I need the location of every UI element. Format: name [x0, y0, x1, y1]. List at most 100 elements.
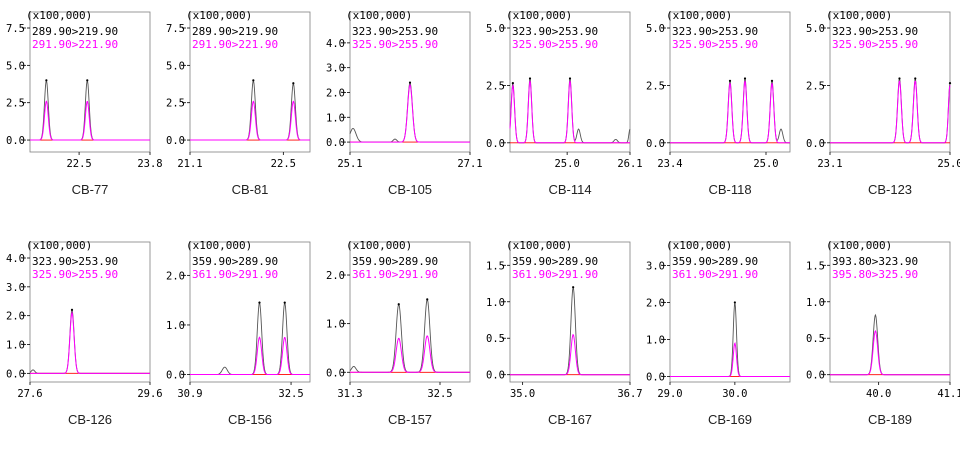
- chart-panel-cb-123: (x100,000) 323.90>253.90 325.90>255.90 0.0 2…: [800, 0, 960, 224]
- y-tick-label: 1.0: [326, 112, 345, 124]
- y-scale-label: (x100,000): [186, 9, 252, 22]
- x-tick-label: 32.5: [278, 388, 303, 400]
- compound-label: CB-157: [387, 412, 433, 427]
- x-tick-label: 27.6: [17, 388, 42, 400]
- peak-apex: [252, 79, 255, 82]
- plot-frame: [509, 241, 631, 383]
- x-tick-label: 26.1: [617, 158, 642, 170]
- x-tick-label: 32.5: [427, 388, 452, 400]
- chart-panel-cb-167: (x100,000) 359.90>289.90 361.90>291.90 0.0 0…: [480, 230, 643, 454]
- series-trace: [349, 81, 470, 143]
- series-trace: [670, 78, 790, 144]
- series-trace: [349, 299, 470, 373]
- chart-panel-cb-156: (x100,000) 359.90>289.90 361.90>291.90 0.0 1…: [160, 230, 320, 454]
- y-tick-label: 0.0: [166, 370, 185, 382]
- y-tick-label: 3.0: [6, 282, 25, 294]
- plot-frame: [829, 11, 951, 153]
- compound-label: CB-156: [227, 412, 273, 427]
- x-tick-label: 23.8: [137, 158, 162, 170]
- series-trace: [830, 80, 951, 144]
- legend-entry: 323.90>253.90: [832, 25, 918, 38]
- legend-entry: 361.90>291.90: [352, 268, 438, 281]
- y-tick-label: 0.0: [806, 370, 825, 382]
- peak-apex: [45, 79, 48, 82]
- y-tick-label: 5.0: [486, 23, 505, 35]
- legend-entry: 359.90>289.90: [672, 255, 758, 268]
- legend-entry: 359.90>289.90: [352, 255, 438, 268]
- y-tick-label: 3.0: [326, 63, 345, 75]
- y-tick-label: 1.0: [806, 297, 825, 309]
- x-tick-label: 27.1: [457, 158, 482, 170]
- x-tick-label: 22.5: [66, 158, 91, 170]
- chart-panel-cb-105: (x100,000) 323.90>253.90 325.90>255.90 0.0 1…: [320, 0, 483, 224]
- peak-apex: [528, 77, 532, 80]
- peak-apex: [292, 82, 295, 85]
- chart-panel-cb-114: (x100,000) 323.90>253.90 325.90>255.90 0.0 2…: [480, 0, 643, 224]
- y-tick-label: 1.0: [6, 340, 25, 352]
- peak-apex: [408, 81, 412, 84]
- y-scale-label: (x100,000): [26, 239, 92, 252]
- legend-entry: 289.90>219.90: [192, 25, 278, 38]
- series-trace: [670, 80, 790, 144]
- x-tick-label: 36.7: [617, 388, 642, 400]
- plot-frame: [189, 11, 311, 153]
- chart-panel-cb-157: (x100,000) 359.90>289.90 361.90>291.90 0.0 1…: [320, 230, 480, 454]
- compound-label: CB-114: [548, 182, 592, 197]
- x-tick-label: 40.0: [866, 388, 891, 400]
- chart-panel-cb-81: (x100,000) 289.90>219.90 291.90>221.90 0.0 2…: [160, 0, 320, 224]
- y-scale-label: (x100,000): [666, 9, 732, 22]
- series-trace: [190, 300, 310, 376]
- peak-apex: [914, 77, 917, 80]
- y-tick-label: 0.0: [6, 135, 25, 147]
- y-tick-label: 2.5: [486, 80, 505, 92]
- chart-panel-cb-118: (x100,000) 323.90>253.90 325.90>255.90 0.0 2…: [640, 0, 800, 224]
- y-tick-label: 2.0: [6, 311, 25, 323]
- x-tick-label: 25.0: [753, 158, 778, 170]
- legend-entry: 359.90>289.90: [512, 255, 598, 268]
- y-tick-label: 0.0: [326, 137, 345, 149]
- y-tick-label: 2.5: [6, 98, 25, 110]
- series-trace: [350, 83, 470, 143]
- peak-apex: [743, 77, 747, 80]
- compound-label: CB-189: [867, 412, 913, 427]
- series-trace: [830, 329, 950, 376]
- peak-apex: [397, 303, 400, 306]
- y-tick-label: 2.0: [326, 87, 345, 99]
- plot-frame: [189, 241, 311, 383]
- y-tick-label: 2.5: [166, 98, 185, 110]
- y-tick-label: 0.0: [646, 138, 665, 150]
- y-tick-label: 7.5: [166, 23, 185, 35]
- plot-frame: [349, 11, 471, 153]
- y-tick-label: 3.0: [646, 260, 665, 272]
- series-trace: [509, 80, 630, 144]
- y-scale-label: (x100,000): [826, 239, 892, 252]
- chart-panel-cb-126: (x100,000) 323.90>253.90 325.90>255.90 0.0 1…: [0, 230, 163, 454]
- legend-entry: 325.90>255.90: [352, 38, 438, 51]
- x-tick-label: 30.0: [722, 388, 747, 400]
- x-tick-label: 21.1: [177, 158, 202, 170]
- legend-entry: 395.80>325.90: [832, 268, 918, 281]
- compound-label: CB-77: [71, 182, 109, 197]
- peak-apex: [86, 79, 89, 82]
- peak-apex: [426, 298, 429, 301]
- legend-entry: 323.90>253.90: [672, 25, 758, 38]
- legend-entry: 323.90>253.90: [512, 25, 598, 38]
- y-tick-label: 0.0: [486, 370, 505, 382]
- x-tick-label: 29.6: [137, 388, 162, 400]
- compound-label: CB-105: [387, 182, 433, 197]
- chart-panel-cb-169: (x100,000) 359.90>289.90 361.90>291.90 0.0 1…: [640, 230, 800, 454]
- compound-label: CB-126: [67, 412, 113, 427]
- peak-apex: [572, 286, 575, 289]
- x-tick-label: 22.5: [271, 158, 296, 170]
- chart-panel-cb-77: (x100,000) 289.90>219.90 291.90>221.90 0.0 2…: [0, 0, 163, 224]
- y-tick-label: 0.0: [486, 138, 505, 150]
- y-tick-label: 4.0: [326, 38, 345, 50]
- compound-label: CB-167: [547, 412, 593, 427]
- y-tick-label: 2.5: [646, 80, 665, 92]
- x-tick-label: 25.1: [337, 158, 362, 170]
